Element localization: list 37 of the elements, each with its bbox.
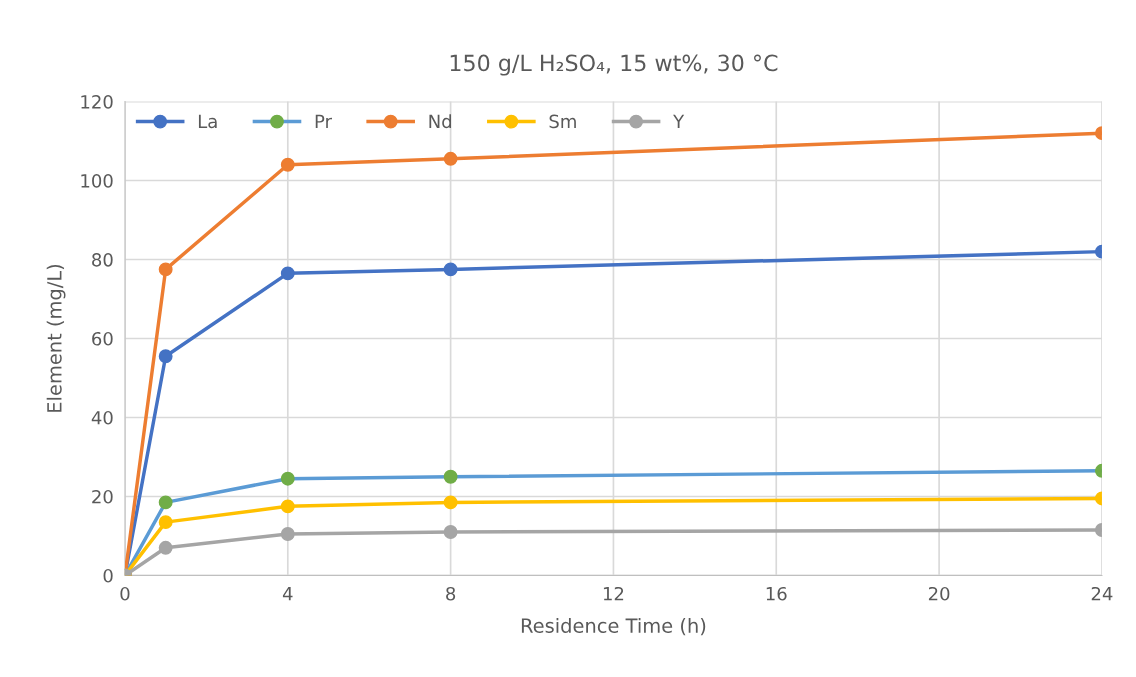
point: [158, 495, 173, 510]
legend-label: Sm: [549, 114, 576, 129]
point: [443, 262, 458, 277]
point: [158, 262, 173, 277]
point: [280, 157, 295, 172]
x-tick-label: 16: [766, 586, 787, 601]
legend-label: La: [198, 114, 217, 129]
x-tick-label: 4: [282, 587, 293, 601]
point: [280, 266, 295, 281]
y-tick-label: 20: [92, 489, 113, 504]
x-tick-label: 0: [120, 586, 130, 601]
y-tick-label: 40: [91, 410, 113, 425]
legend-label: Pr: [315, 114, 332, 128]
point: [280, 527, 295, 541]
y-tick-label: 60: [92, 331, 113, 346]
legend-label: Y: [673, 114, 685, 128]
x-tick-label: 8: [446, 586, 456, 601]
y-tick-label: 100: [81, 173, 113, 188]
point: [443, 151, 458, 166]
point: [443, 469, 458, 484]
x-tick-label: 20: [928, 586, 950, 601]
point: [280, 499, 295, 514]
legend-label: Nd: [429, 114, 452, 129]
point: [158, 540, 173, 555]
x-tick-label: 12: [603, 586, 624, 601]
point: [280, 471, 295, 486]
point: [158, 515, 173, 530]
y-tick-label: 120: [81, 95, 113, 109]
point: [443, 495, 458, 510]
point: [158, 349, 173, 364]
y-axis-title: Element (mg/L): [46, 264, 66, 412]
y-tick-label: 80: [92, 252, 113, 267]
chart-title: 150 g/L H₂SO₄, 15 wt%, 30 °C: [450, 54, 778, 76]
point: [443, 525, 458, 539]
x-axis-title: Residence Time (h): [521, 617, 706, 636]
y-tick-label: 0: [103, 568, 113, 583]
x-tick-label: 24: [1091, 586, 1113, 601]
